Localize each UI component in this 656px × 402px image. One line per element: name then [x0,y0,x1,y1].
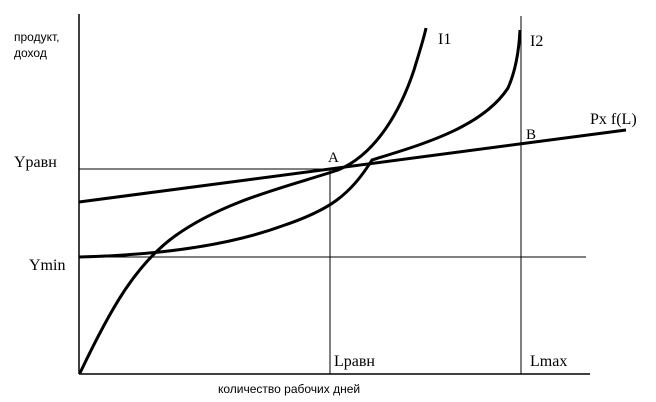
label-point-b: B [526,127,536,143]
label-y-equilibrium: Yравн [14,154,57,171]
production-function-line [78,128,627,204]
indifference-curve-i2 [78,29,522,259]
label-l-max: Lmax [530,353,567,370]
y-axis-label-line1: продукт, [14,30,59,44]
label-curve-i1: I1 [438,31,451,48]
label-production-line: Px f(L) [590,111,637,128]
y-axis-label-line2: доход [14,46,47,60]
label-point-a: A [328,150,339,166]
indifference-curve-i1 [78,27,428,374]
label-y-min: Ymin [29,257,65,274]
label-curve-i2: I2 [530,33,543,50]
label-l-equilibrium: Lравн [334,353,375,370]
x-axis-label: количество рабочих дней [218,382,360,396]
